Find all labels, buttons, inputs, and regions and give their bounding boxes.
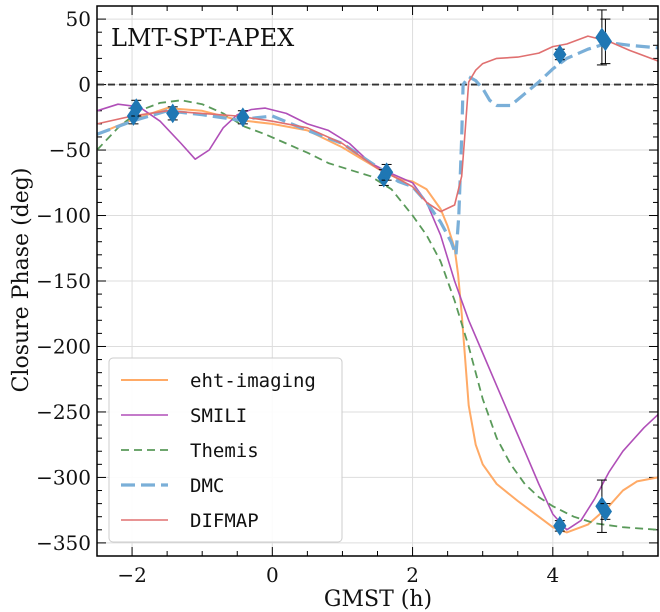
plot-frame (96, 5, 659, 557)
x-tick-label: 2 (406, 563, 419, 587)
legend-label-themis: Themis (190, 440, 259, 462)
x-axis-label: GMST (h) (324, 587, 432, 612)
data-point (129, 98, 143, 119)
y-tick-label: −200 (36, 334, 91, 358)
y-axis-label: Closure Phase (deg) (9, 168, 34, 393)
y-tick-label: −300 (36, 465, 91, 489)
data-point (380, 162, 394, 183)
data-point (598, 501, 613, 522)
x-tick-label: 4 (546, 563, 559, 587)
data-point (166, 103, 180, 124)
legend-box (108, 357, 343, 543)
series-line-dmc (96, 41, 659, 257)
legend: eht-imaging SMILI Themis DMC DIFMAP (108, 357, 343, 543)
y-tick-label: −50 (49, 138, 91, 162)
legend-label-difmap: DIFMAP (190, 510, 259, 532)
legend-label-smili: SMILI (190, 405, 247, 427)
data-point (553, 515, 567, 536)
x-tick-label: −2 (117, 563, 146, 587)
y-tick-label: 0 (78, 73, 91, 97)
series-line-difmap (96, 35, 659, 213)
y-tick-label: −100 (36, 204, 91, 228)
data-point (598, 31, 613, 52)
x-tick-label: 0 (266, 563, 279, 587)
series-line-smili (96, 103, 659, 531)
y-tick-label: 50 (66, 7, 91, 31)
legend-label-dmc: DMC (190, 475, 224, 497)
data-point (553, 44, 567, 65)
panel-title: LMT-SPT-APEX (111, 24, 294, 52)
y-tick-label: −150 (36, 269, 91, 293)
y-tick-label: −350 (36, 531, 91, 555)
data-point (236, 107, 250, 128)
y-tick-label: −250 (36, 400, 91, 424)
series-line-eht-imaging (96, 107, 659, 534)
legend-label-eht-imaging: eht-imaging (190, 370, 316, 392)
series-line-themis (96, 99, 659, 531)
